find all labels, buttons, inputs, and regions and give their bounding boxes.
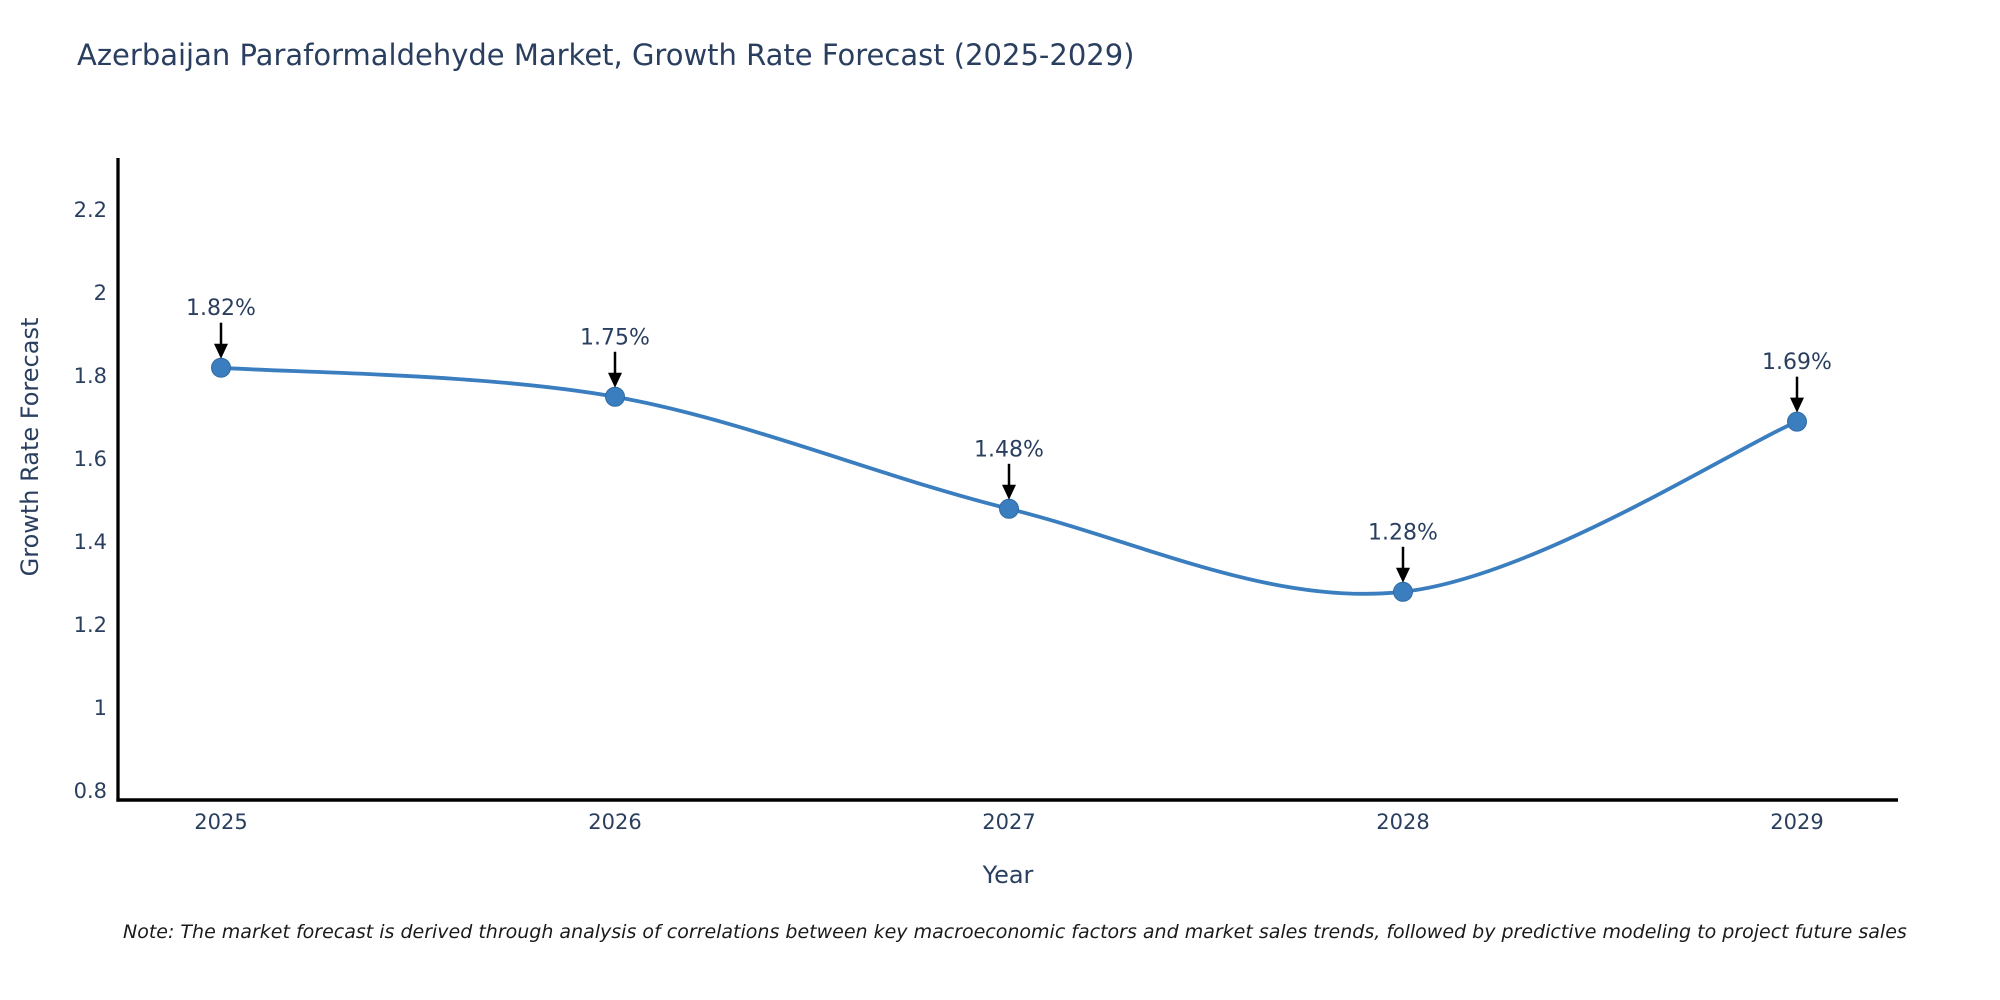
data-point-label: 1.69% <box>1762 350 1832 375</box>
x-tick-label: 2025 <box>194 810 247 834</box>
annotation-arrow-head <box>1002 484 1016 500</box>
y-tick-label: 2.2 <box>74 198 107 222</box>
footnote: Note: The market forecast is derived thr… <box>123 921 1907 943</box>
data-point-label: 1.75% <box>580 325 650 350</box>
x-tick-label: 2029 <box>1770 810 1823 834</box>
y-tick-label: 1 <box>94 696 107 720</box>
annotation-arrow-head <box>214 343 228 359</box>
y-tick-label: 0.8 <box>74 779 107 803</box>
data-point-marker <box>1393 581 1413 602</box>
x-axis-title: Year <box>982 861 1034 889</box>
data-point-marker <box>211 357 231 378</box>
annotation-arrow-head <box>1790 397 1804 413</box>
x-tick-label: 2026 <box>588 810 641 834</box>
data-point-marker <box>1787 411 1807 432</box>
data-point-marker <box>605 386 625 407</box>
data-point-label: 1.48% <box>974 437 1044 462</box>
annotation-arrow-head <box>1396 567 1410 583</box>
data-point-label: 1.82% <box>186 296 256 321</box>
data-point-label: 1.28% <box>1368 520 1438 545</box>
y-tick-label: 2 <box>94 281 107 305</box>
y-tick-label: 1.2 <box>74 613 107 637</box>
annotation-arrow-head <box>608 372 622 388</box>
x-tick-label: 2027 <box>982 810 1035 834</box>
y-tick-label: 1.6 <box>74 447 107 471</box>
chart-title: Azerbaijan Paraformaldehyde Market, Grow… <box>77 38 1135 72</box>
y-axis-title: Growth Rate Forecast <box>16 317 44 577</box>
y-tick-label: 1.8 <box>74 364 107 388</box>
y-tick-label: 1.4 <box>74 530 107 554</box>
x-tick-label: 2028 <box>1376 810 1429 834</box>
data-point-marker <box>999 498 1019 519</box>
